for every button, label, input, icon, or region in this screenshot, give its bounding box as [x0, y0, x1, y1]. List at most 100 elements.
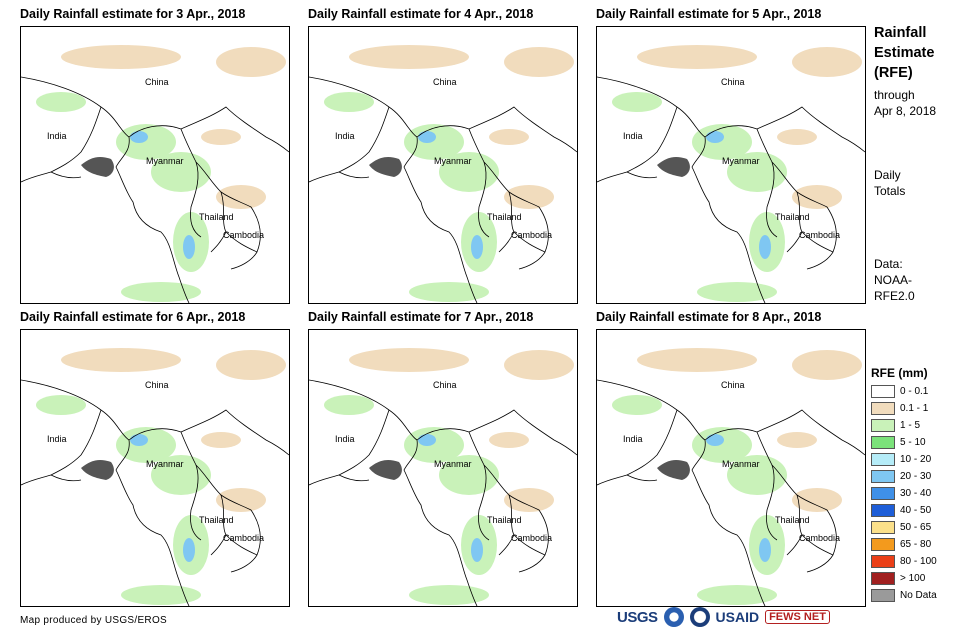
label-china: China	[433, 77, 457, 87]
legend-label: 5 - 10	[900, 437, 926, 448]
legend-label: > 100	[900, 573, 926, 584]
label-india: India	[335, 131, 355, 141]
label-india: India	[47, 131, 67, 141]
label-thailand: Thailand	[199, 212, 234, 222]
label-cambodia: Cambodia	[799, 533, 840, 543]
map-frame: China India Myanmar Thailand Cambodia	[596, 329, 866, 607]
legend-item: 0 - 0.1	[871, 383, 937, 400]
panel-title: Daily Rainfall estimate for 6 Apr., 2018	[20, 310, 246, 324]
legend-item: 1 - 5	[871, 417, 937, 434]
usaid-logo: USAID	[715, 609, 760, 625]
legend-item: 10 - 20	[871, 451, 937, 468]
legend-label: 0 - 0.1	[900, 386, 929, 397]
label-india: India	[623, 434, 643, 444]
country-borders	[309, 76, 577, 303]
map-svg: China India Myanmar Thailand Cambodia	[309, 348, 577, 606]
label-china: China	[145, 77, 169, 87]
label-cambodia: Cambodia	[511, 230, 552, 240]
label-thailand: Thailand	[199, 515, 234, 525]
legend-label: 65 - 80	[900, 539, 932, 550]
label-india: India	[335, 434, 355, 444]
sidebar-daily-totals: Daily Totals	[874, 167, 905, 199]
legend-swatch	[871, 572, 895, 585]
legend-item: 50 - 65	[871, 519, 937, 536]
country-borders	[597, 379, 865, 606]
title-line: Rainfall	[874, 25, 927, 41]
label-china: China	[433, 380, 457, 390]
title-line: Estimate	[874, 45, 935, 61]
through-date: Apr 8, 2018	[874, 104, 937, 118]
coast-patch	[657, 460, 690, 480]
rainfall-layer	[612, 45, 862, 302]
legend-item: No Data	[871, 587, 937, 604]
label-myanmar: Myanmar	[434, 156, 472, 166]
fews-net-logo: FEWS NET	[765, 610, 830, 624]
label-china: China	[721, 77, 745, 87]
panel-title: Daily Rainfall estimate for 3 Apr., 2018	[20, 7, 246, 21]
legend: RFE (mm) 0 - 0.1 0.1 - 1 1 - 5 5 - 10 10 - 2…	[871, 366, 937, 604]
legend-item: 20 - 30	[871, 468, 937, 485]
label-india: India	[47, 434, 67, 444]
legend-item: 65 - 80	[871, 536, 937, 553]
panel-title: Daily Rainfall estimate for 4 Apr., 2018	[308, 7, 534, 21]
map-frame: China India Myanmar Thailand Cambodia	[308, 26, 578, 304]
label-china: China	[721, 380, 745, 390]
legend-label: 20 - 30	[900, 471, 932, 482]
usaid-seal-icon	[689, 607, 710, 627]
map-frame: China India Myanmar Thailand Cambodia	[20, 329, 290, 607]
data-source: NOAA-	[874, 273, 913, 287]
legend-swatch	[871, 538, 895, 551]
label-thailand: Thailand	[775, 515, 810, 525]
map-frame: China India Myanmar Thailand Cambodia	[20, 26, 290, 304]
coast-patch	[369, 157, 402, 177]
credit-text: Map produced by USGS/EROS	[20, 615, 168, 626]
legend-item: 0.1 - 1	[871, 400, 937, 417]
legend-item: 80 - 100	[871, 553, 937, 570]
data-source: RFE2.0	[874, 289, 915, 303]
map-svg: China India Myanmar Thailand Cambodia	[597, 45, 865, 303]
legend-label: 10 - 20	[900, 454, 932, 465]
logo-strip: USGS USAID FEWS NET	[617, 607, 830, 627]
legend-swatch	[871, 555, 895, 568]
label-thailand: Thailand	[775, 212, 810, 222]
legend-swatch	[871, 453, 895, 466]
rainfall-layer	[36, 45, 286, 302]
rainfall-layer	[612, 348, 862, 605]
label-cambodia: Cambodia	[223, 533, 264, 543]
legend-swatch	[871, 419, 895, 432]
legend-item: > 100	[871, 570, 937, 587]
legend-rows: 0 - 0.1 0.1 - 1 1 - 5 5 - 10 10 - 20 20 - 30 3…	[871, 383, 937, 604]
label-myanmar: Myanmar	[722, 459, 760, 469]
data-label: Data:	[874, 257, 903, 271]
coast-patch	[81, 460, 114, 480]
rainfall-layer	[36, 348, 286, 605]
sidebar-title: Rainfall Estimate (RFE)	[874, 23, 934, 83]
legend-swatch	[871, 470, 895, 483]
legend-title: RFE (mm)	[871, 366, 928, 380]
sidebar-through: through Apr 8, 2018	[874, 87, 936, 119]
legend-item: 40 - 50	[871, 502, 937, 519]
legend-item: 5 - 10	[871, 434, 937, 451]
title-line: (RFE)	[874, 65, 913, 81]
daily-label: Daily	[874, 168, 901, 182]
legend-swatch	[871, 589, 895, 602]
country-borders	[21, 76, 289, 303]
map-frame: China India Myanmar Thailand Cambodia	[596, 26, 866, 304]
legend-swatch	[871, 402, 895, 415]
label-thailand: Thailand	[487, 515, 522, 525]
map-svg: China India Myanmar Thailand Cambodia	[597, 348, 865, 606]
rainfall-layer	[324, 348, 574, 605]
coast-patch	[81, 157, 114, 177]
label-myanmar: Myanmar	[146, 459, 184, 469]
coast-patch	[369, 460, 402, 480]
legend-swatch	[871, 385, 895, 398]
legend-label: 80 - 100	[900, 556, 937, 567]
noaa-logo-icon	[663, 607, 684, 627]
country-borders	[21, 379, 289, 606]
legend-swatch	[871, 487, 895, 500]
label-myanmar: Myanmar	[146, 156, 184, 166]
label-cambodia: Cambodia	[511, 533, 552, 543]
coast-patch	[657, 157, 690, 177]
map-svg: China India Myanmar Thailand Cambodia	[309, 45, 577, 303]
map-svg: China India Myanmar Thailand Cambodia	[21, 348, 289, 606]
